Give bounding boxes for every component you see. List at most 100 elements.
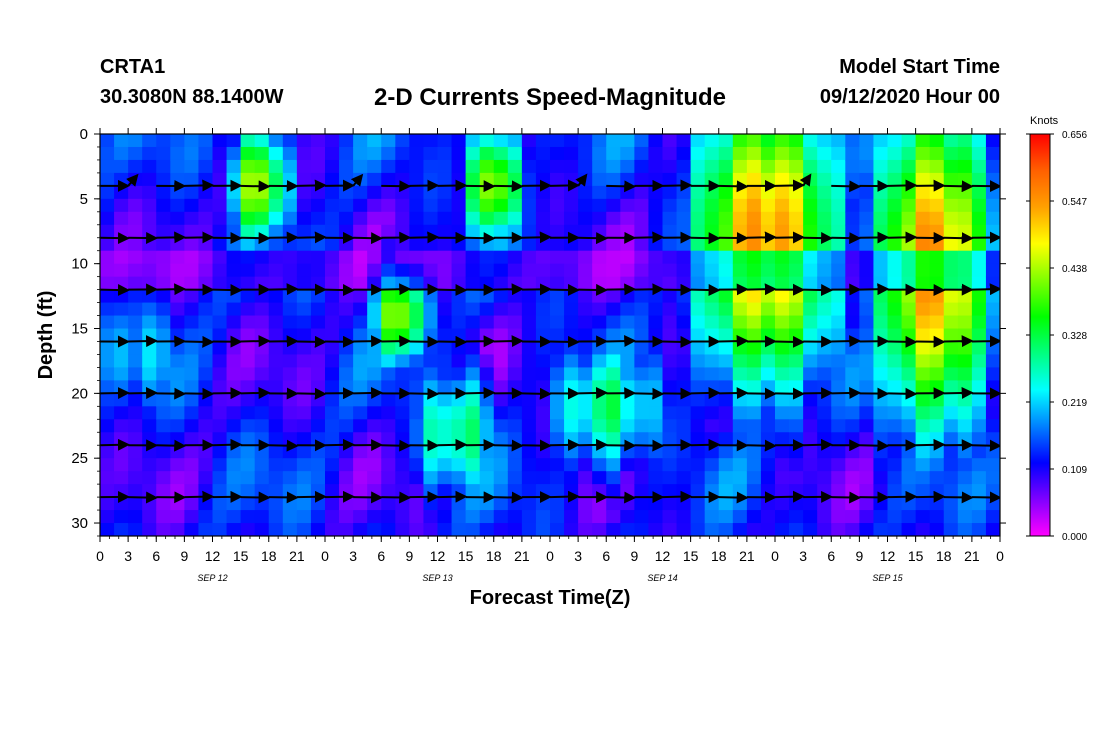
heatmap-cell bbox=[789, 276, 804, 291]
current-vector bbox=[296, 179, 327, 192]
heatmap-cell bbox=[564, 315, 579, 330]
heatmap-cell bbox=[114, 172, 129, 187]
heatmap-cell bbox=[578, 276, 593, 291]
heatmap-cell bbox=[535, 146, 551, 161]
heatmap-cell bbox=[564, 263, 579, 278]
heatmap-cell bbox=[184, 471, 200, 485]
heatmap-cell bbox=[114, 237, 129, 252]
heatmap-cell bbox=[437, 393, 453, 407]
current-vector bbox=[493, 439, 524, 452]
heatmap-cell bbox=[212, 419, 228, 433]
heatmap-cell bbox=[662, 172, 678, 187]
heatmap-cell bbox=[395, 134, 410, 148]
heatmap-cell bbox=[226, 237, 242, 252]
heatmap-cell bbox=[254, 406, 270, 420]
heatmap-cell bbox=[732, 471, 748, 485]
heatmap-cell bbox=[620, 263, 635, 278]
heatmap-cell bbox=[493, 458, 509, 472]
heatmap-cell bbox=[325, 224, 340, 239]
heatmap-cell bbox=[901, 263, 917, 278]
heatmap-cell bbox=[648, 341, 664, 356]
heatmap-cell bbox=[507, 211, 523, 226]
heatmap-cell bbox=[465, 471, 481, 485]
heatmap-cell bbox=[268, 250, 284, 265]
heatmap-cell bbox=[100, 510, 115, 524]
heatmap-cell bbox=[128, 263, 143, 278]
heatmap-cell bbox=[310, 432, 326, 446]
colorbar-tick-label: 0.328 bbox=[1062, 331, 1087, 342]
heatmap-cell bbox=[128, 146, 143, 161]
heatmap-cell bbox=[648, 315, 664, 330]
heatmap-cell bbox=[859, 510, 875, 524]
heatmap-cell bbox=[184, 484, 200, 498]
heatmap-cell bbox=[929, 185, 945, 200]
heatmap-cell bbox=[676, 276, 692, 291]
colorbar: Knots 0.0000.1090.2190.3280.4380.5470.65… bbox=[1026, 115, 1087, 543]
heatmap-cell bbox=[240, 380, 256, 394]
heatmap-cell bbox=[887, 445, 903, 459]
heatmap-cell bbox=[606, 302, 621, 317]
heatmap-cell bbox=[240, 445, 256, 459]
heatmap-cell bbox=[887, 380, 903, 394]
heatmap-cell bbox=[943, 458, 959, 472]
heatmap-cell bbox=[353, 406, 368, 420]
heatmap-cell bbox=[550, 367, 565, 381]
heatmap-cell bbox=[282, 224, 298, 239]
heatmap-cell bbox=[423, 328, 439, 343]
heatmap-cell bbox=[845, 159, 860, 174]
current-vector bbox=[100, 284, 130, 297]
heatmap-cell bbox=[704, 419, 720, 433]
heatmap-cell bbox=[592, 523, 607, 536]
heatmap-cell bbox=[803, 198, 818, 213]
heatmap-cell bbox=[789, 341, 804, 356]
heatmap-cell bbox=[282, 484, 298, 498]
heatmap-cell bbox=[676, 250, 692, 265]
heatmap-cell bbox=[310, 458, 326, 472]
heatmap-cell bbox=[184, 497, 200, 511]
heatmap-cell bbox=[887, 237, 903, 252]
heatmap-cell bbox=[310, 250, 326, 265]
heatmap-cell bbox=[648, 172, 664, 187]
heatmap-cell bbox=[578, 328, 593, 343]
heatmap-cell bbox=[268, 276, 284, 291]
heatmap-cell bbox=[268, 211, 284, 226]
heatmap-cell bbox=[760, 497, 776, 511]
heatmap-cell bbox=[493, 341, 509, 356]
heatmap-cell bbox=[592, 263, 607, 278]
heatmap-cell bbox=[212, 367, 228, 381]
heatmap-cell bbox=[493, 406, 509, 420]
heatmap-cell bbox=[592, 159, 607, 174]
heatmap-cell bbox=[521, 510, 537, 524]
current-vector bbox=[943, 180, 974, 193]
heatmap-cell bbox=[690, 237, 706, 252]
heatmap-cell bbox=[507, 354, 523, 369]
heatmap-cell bbox=[760, 367, 776, 381]
heatmap-cell bbox=[184, 302, 200, 317]
heatmap-cell bbox=[142, 250, 157, 265]
heatmap-cell bbox=[465, 341, 481, 356]
heatmap-cell bbox=[254, 263, 270, 278]
heatmap-cell bbox=[254, 432, 270, 446]
heatmap-cell bbox=[662, 484, 678, 498]
heatmap-cell bbox=[198, 185, 214, 200]
heatmap-cell bbox=[325, 510, 340, 524]
heatmap-cell bbox=[100, 497, 115, 511]
heatmap-cell bbox=[465, 523, 481, 536]
heatmap-cell bbox=[887, 419, 903, 433]
heatmap-cell bbox=[732, 393, 748, 407]
heatmap-cell bbox=[775, 289, 790, 304]
heatmap-cell bbox=[128, 159, 143, 174]
heatmap-cell bbox=[282, 393, 298, 407]
heatmap-cell bbox=[381, 185, 396, 200]
heatmap-cell bbox=[648, 419, 664, 433]
heatmap-cell bbox=[817, 237, 832, 252]
heatmap-cell bbox=[859, 445, 875, 459]
heatmap-cell bbox=[395, 237, 410, 252]
heatmap-cell bbox=[128, 289, 143, 304]
heatmap-cell bbox=[943, 276, 959, 291]
heatmap-cell bbox=[128, 406, 143, 420]
heatmap-cell bbox=[662, 380, 678, 394]
current-vector bbox=[690, 283, 721, 296]
heatmap-cell bbox=[353, 445, 368, 459]
heatmap-cell bbox=[775, 302, 790, 317]
